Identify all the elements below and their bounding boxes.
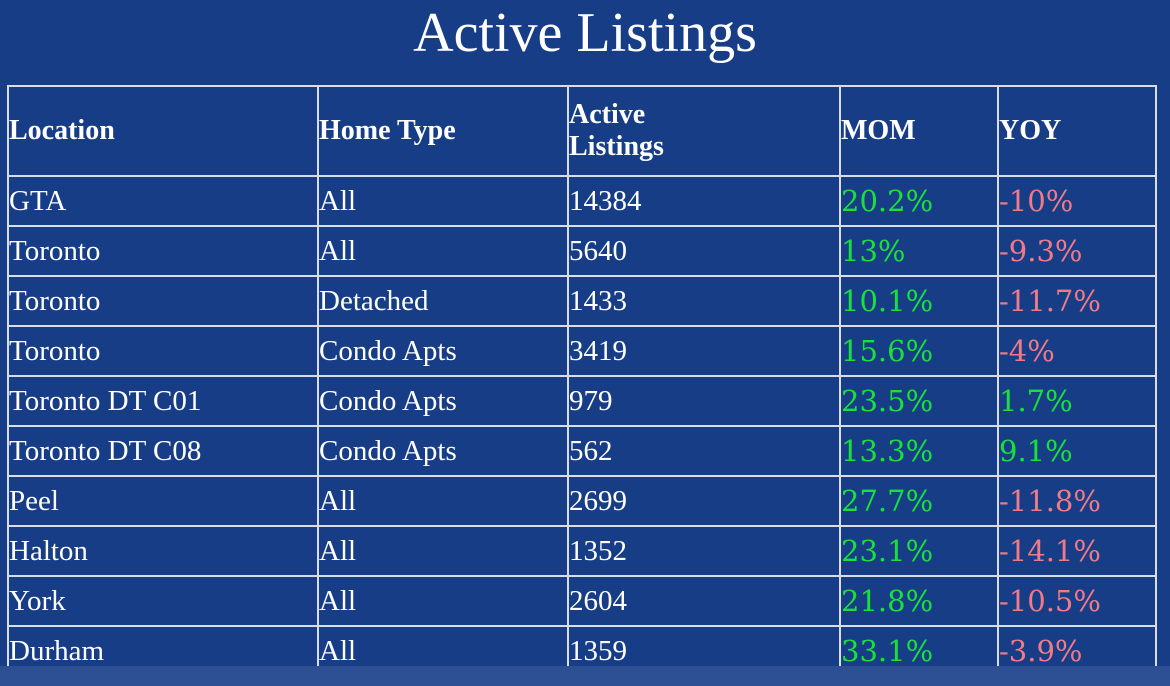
yoy-cell: -10% <box>997 175 1157 227</box>
mom-cell: 13% <box>839 225 999 277</box>
home-type-cell: Condo Apts <box>317 375 569 427</box>
listings-table: Location Home Type Active Listings MOM Y… <box>7 85 1157 677</box>
column-header-yoy: YOY <box>997 85 1157 177</box>
mom-cell: 27.7% <box>839 475 999 527</box>
table-row: Toronto DT C01 Condo Apts 979 23.5% 1.7% <box>7 375 1157 427</box>
active-listings-cell: 979 <box>567 375 841 427</box>
location-cell: Peel <box>7 475 319 527</box>
yoy-cell: 9.1% <box>997 425 1157 477</box>
bottom-band <box>0 666 1170 686</box>
active-listings-cell: 2604 <box>567 575 841 627</box>
active-listings-cell: 1433 <box>567 275 841 327</box>
table-body: GTA All 14384 20.2% -10% Toronto All 5640 13% -9.… <box>7 175 1157 677</box>
mom-cell: 23.5% <box>839 375 999 427</box>
active-listings-cell: 14384 <box>567 175 841 227</box>
mom-cell: 15.6% <box>839 325 999 377</box>
table-row: Toronto DT C08 Condo Apts 562 13.3% 9.1% <box>7 425 1157 477</box>
home-type-cell: All <box>317 475 569 527</box>
yoy-cell: -11.8% <box>997 475 1157 527</box>
location-cell: GTA <box>7 175 319 227</box>
column-header-location: Location <box>7 85 319 177</box>
mom-cell: 23.1% <box>839 525 999 577</box>
location-cell: Toronto DT C01 <box>7 375 319 427</box>
location-cell: York <box>7 575 319 627</box>
active-listings-cell: 5640 <box>567 225 841 277</box>
yoy-cell: -4% <box>997 325 1157 377</box>
active-listings-cell: 2699 <box>567 475 841 527</box>
location-cell: Toronto <box>7 225 319 277</box>
location-cell: Toronto <box>7 325 319 377</box>
home-type-cell: Detached <box>317 275 569 327</box>
column-header-mom: MOM <box>839 85 999 177</box>
active-listings-cell: 3419 <box>567 325 841 377</box>
location-cell: Toronto DT C08 <box>7 425 319 477</box>
yoy-cell: -11.7% <box>997 275 1157 327</box>
mom-cell: 10.1% <box>839 275 999 327</box>
mom-cell: 20.2% <box>839 175 999 227</box>
yoy-cell: -9.3% <box>997 225 1157 277</box>
column-header-active-listings-label: Active Listings <box>569 99 664 162</box>
home-type-cell: Condo Apts <box>317 425 569 477</box>
home-type-cell: All <box>317 225 569 277</box>
table-row: Peel All 2699 27.7% -11.8% <box>7 475 1157 527</box>
table-row: GTA All 14384 20.2% -10% <box>7 175 1157 227</box>
location-cell: Halton <box>7 525 319 577</box>
yoy-cell: 1.7% <box>997 375 1157 427</box>
mom-cell: 21.8% <box>839 575 999 627</box>
table-row: Toronto All 5640 13% -9.3% <box>7 225 1157 277</box>
header-row: Location Home Type Active Listings MOM Y… <box>7 85 1157 177</box>
page-title: Active Listings <box>413 2 757 64</box>
table-row: Toronto Condo Apts 3419 15.6% -4% <box>7 325 1157 377</box>
active-listings-cell: 562 <box>567 425 841 477</box>
table-row: York All 2604 21.8% -10.5% <box>7 575 1157 627</box>
column-header-active-listings: Active Listings <box>567 85 841 177</box>
table-row: Halton All 1352 23.1% -14.1% <box>7 525 1157 577</box>
yoy-cell: -10.5% <box>997 575 1157 627</box>
table-row: Toronto Detached 1433 10.1% -11.7% <box>7 275 1157 327</box>
home-type-cell: All <box>317 175 569 227</box>
column-header-home-type: Home Type <box>317 85 569 177</box>
yoy-cell: -14.1% <box>997 525 1157 577</box>
mom-cell: 13.3% <box>839 425 999 477</box>
home-type-cell: All <box>317 575 569 627</box>
location-cell: Toronto <box>7 275 319 327</box>
home-type-cell: Condo Apts <box>317 325 569 377</box>
active-listings-cell: 1352 <box>567 525 841 577</box>
home-type-cell: All <box>317 525 569 577</box>
